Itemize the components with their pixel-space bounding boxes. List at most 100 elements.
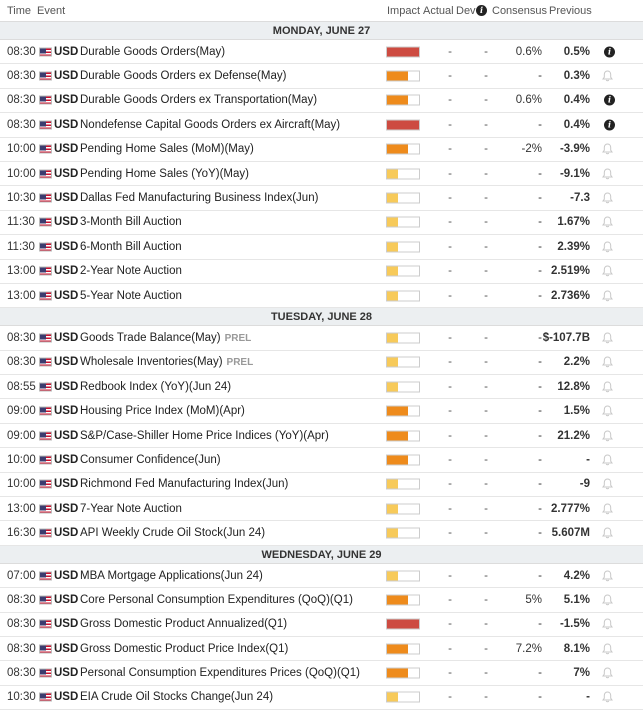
us-flag-icon [39, 333, 52, 343]
info-icon[interactable]: i [604, 94, 615, 106]
header-actual[interactable]: Actual [423, 5, 454, 17]
event-name[interactable]: 5-Year Note Auction [80, 290, 182, 302]
event-name[interactable]: EIA Crude Oil Stocks Change(Jun 24) [80, 691, 273, 703]
event-row[interactable]: 10:00 USD Pending Home Sales (YoY)(May) - - -… [0, 161, 643, 187]
bell-icon[interactable] [602, 265, 613, 277]
bell-icon[interactable] [602, 478, 613, 490]
event-row[interactable]: 08:30 USD Wholesale Inventories(May) PREL - -… [0, 350, 643, 376]
bell-icon[interactable] [602, 569, 613, 582]
event-name[interactable]: Dallas Fed Manufacturing Business Index(… [80, 192, 318, 204]
bell-icon[interactable] [602, 290, 613, 302]
event-row[interactable]: 10:00 USD Consumer Confidence(Jun) - - - - [0, 448, 643, 473]
bell-icon[interactable] [602, 405, 613, 417]
event-name[interactable]: Durable Goods Orders ex Defense(May) [80, 70, 286, 82]
event-name[interactable]: Nondefense Capital Goods Orders ex Aircr… [80, 119, 340, 131]
event-name[interactable]: Durable Goods Orders(May) [80, 46, 225, 58]
bell-icon[interactable] [602, 70, 613, 82]
us-flag-icon [39, 406, 52, 416]
event-row[interactable]: 13:00 USD 5-Year Note Auction - - -2.736% [0, 283, 643, 309]
event-row[interactable]: 13:00 USD 2-Year Note Auction - - -2.519% [0, 259, 643, 284]
event-name[interactable]: Consumer Confidence(Jun) [80, 454, 221, 466]
bell-icon[interactable] [602, 168, 613, 180]
header-dev[interactable]: Dev [456, 5, 476, 17]
event-time: 08:30 [7, 356, 36, 369]
event-row[interactable]: 11:30 USD 6-Month Bill Auction - - - 2.39% [0, 235, 643, 260]
event-row[interactable]: 08:30 USD Nondefense Capital Goods Orders … [0, 113, 643, 138]
event-row[interactable]: 08:30 USD Personal Consumption Expenditure… [0, 661, 643, 686]
event-name[interactable]: Personal Consumption Expenditures Prices… [80, 667, 360, 679]
header-consensus[interactable]: Consensus [492, 5, 548, 17]
event-name[interactable]: Pending Home Sales (MoM)(May) [80, 143, 254, 155]
event-name[interactable]: MBA Mortgage Applications(Jun 24) [80, 570, 263, 582]
info-icon[interactable]: i [604, 46, 615, 58]
event-row[interactable]: 10:00 USD Pending Home Sales (MoM)(May) - - -… [0, 137, 643, 162]
event-row[interactable]: 08:55 USD Redbook Index (YoY)(Jun 24) - - - 12… [0, 375, 643, 400]
currency-code: USD [54, 240, 79, 253]
event-row[interactable]: 10:00 USD Richmond Fed Manufacturing Index… [0, 472, 643, 498]
impact-meter [386, 241, 420, 253]
event-row[interactable]: 16:30 USD API Weekly Crude Oil Stock(Jun 2… [0, 521, 643, 546]
event-name[interactable]: Pending Home Sales (YoY)(May) [80, 168, 249, 180]
bell-icon[interactable] [602, 691, 613, 703]
event-name[interactable]: API Weekly Crude Oil Stock(Jun 24) [80, 527, 265, 539]
impact-meter [386, 356, 420, 368]
bell-icon[interactable] [602, 667, 613, 679]
bell-icon[interactable] [602, 143, 613, 155]
us-flag-icon [39, 668, 52, 678]
bell-icon[interactable] [602, 381, 613, 393]
event-row[interactable]: 08:30 USD Durable Goods Orders ex Transpor… [0, 88, 643, 114]
header-time[interactable]: Time [7, 5, 32, 17]
us-flag-icon [39, 71, 52, 81]
event-name[interactable]: Redbook Index (YoY)(Jun 24) [80, 381, 231, 393]
event-name[interactable]: Gross Domestic Product Annualized(Q1) [80, 618, 287, 630]
event-name[interactable]: 2-Year Note Auction [80, 265, 182, 277]
bell-icon[interactable] [602, 643, 613, 655]
event-row[interactable]: 08:30 USD Durable Goods Orders ex Defense(… [0, 64, 643, 89]
dev-info-icon[interactable]: i [476, 5, 487, 16]
bell-icon[interactable] [602, 527, 613, 539]
header-event[interactable]: Event [37, 5, 66, 17]
impact-meter [386, 405, 420, 417]
event-row[interactable]: 10:30 USD EIA Crude Oil Stocks Change(Jun … [0, 685, 643, 710]
actual-value: - [448, 691, 452, 704]
actual-value: - [448, 45, 452, 58]
impact-fill [387, 71, 409, 81]
info-icon[interactable]: i [604, 119, 615, 131]
event-row[interactable]: 08:30 USD Gross Domestic Product Price Ind… [0, 636, 643, 662]
bell-icon[interactable] [602, 454, 613, 466]
bell-icon[interactable] [602, 618, 613, 630]
event-row[interactable]: 11:30 USD 3-Month Bill Auction - - - 1.67% [0, 210, 643, 236]
event-row[interactable]: 09:00 USD Housing Price Index (MoM)(Apr) - -… [0, 399, 643, 424]
header-impact[interactable]: Impact [387, 5, 421, 17]
header-previous[interactable]: Previous [549, 5, 592, 17]
event-name[interactable]: Gross Domestic Product Price Index(Q1) [80, 643, 288, 655]
bell-icon[interactable] [602, 216, 613, 228]
impact-meter [386, 119, 420, 131]
event-name[interactable]: Richmond Fed Manufacturing Index(Jun) [80, 478, 288, 490]
event-row[interactable]: 08:30 USD Goods Trade Balance(May) PREL - - - $… [0, 326, 643, 351]
event-name[interactable]: Core Personal Consumption Expenditures (… [80, 594, 353, 606]
bell-icon[interactable] [602, 356, 613, 368]
event-row[interactable]: 08:30 USD Gross Domestic Product Annualize… [0, 612, 643, 637]
event-row[interactable]: 09:00 USD S&P/Case-Shiller Home Price Indi… [0, 423, 643, 449]
bell-icon[interactable] [602, 594, 613, 606]
event-name[interactable]: 7-Year Note Auction [80, 503, 182, 515]
bell-icon[interactable] [602, 192, 613, 204]
event-name[interactable]: Durable Goods Orders ex Transportation(M… [80, 94, 317, 106]
bell-icon[interactable] [602, 241, 613, 253]
bell-icon[interactable] [602, 503, 613, 515]
event-name[interactable]: S&P/Case-Shiller Home Price Indices (YoY… [80, 430, 329, 442]
event-name[interactable]: 3-Month Bill Auction [80, 216, 182, 228]
event-row[interactable]: 07:00 USD MBA Mortgage Applications(Jun 24… [0, 563, 643, 589]
bell-icon[interactable] [602, 332, 613, 344]
event-row[interactable]: 08:30 USD Core Personal Consumption Expend… [0, 588, 643, 613]
bell-icon[interactable] [602, 430, 613, 442]
event-row[interactable]: 13:00 USD 7-Year Note Auction - - -2.777% [0, 497, 643, 522]
event-row[interactable]: 10:30 USD Dallas Fed Manufacturing Busines… [0, 186, 643, 211]
event-row[interactable]: 08:30 USD Durable Goods Orders(May) - - 0.6% 0… [0, 40, 643, 65]
event-name[interactable]: Housing Price Index (MoM)(Apr) [80, 405, 245, 417]
event-name[interactable]: Wholesale Inventories(May) PREL [80, 356, 253, 368]
event-name[interactable]: 6-Month Bill Auction [80, 241, 182, 253]
dev-value: - [484, 289, 488, 302]
event-name[interactable]: Goods Trade Balance(May) PREL [80, 332, 251, 344]
